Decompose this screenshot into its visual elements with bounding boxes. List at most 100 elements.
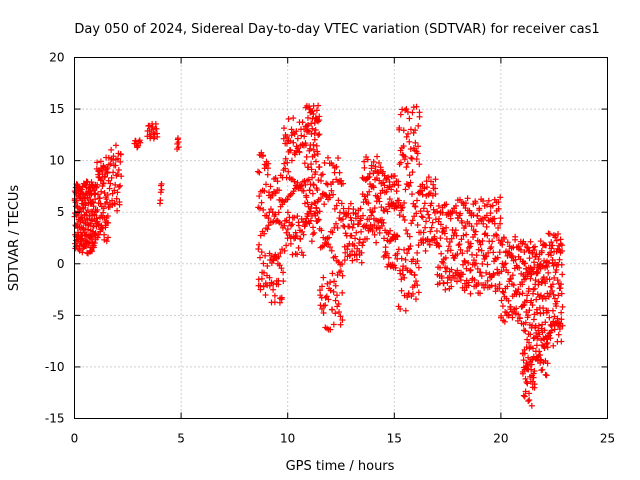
data-point: [379, 216, 386, 223]
data-point: [321, 201, 328, 208]
data-point: [391, 181, 398, 188]
data-point: [424, 208, 431, 215]
data-point: [154, 133, 161, 140]
data-point: [429, 219, 436, 226]
data-point: [261, 188, 268, 195]
data-point: [520, 392, 527, 399]
data-point: [488, 244, 495, 251]
data-point: [558, 261, 565, 268]
data-point: [266, 274, 273, 281]
data-point: [104, 191, 111, 198]
data-point: [340, 205, 347, 212]
data-point: [479, 237, 486, 244]
data-point: [527, 275, 534, 282]
data-point: [334, 224, 341, 231]
data-point: [405, 290, 412, 297]
data-point: [369, 227, 376, 234]
data-point: [516, 264, 523, 271]
data-point: [452, 227, 459, 234]
data-point: [327, 244, 334, 251]
data-point: [534, 270, 541, 277]
y-tick-label: -5: [53, 308, 65, 322]
data-point: [294, 251, 301, 258]
data-point: [474, 265, 481, 272]
data-point: [280, 269, 287, 276]
data-point: [462, 258, 469, 265]
data-point: [458, 236, 465, 243]
data-point: [415, 122, 422, 129]
data-point: [282, 165, 289, 172]
data-point: [265, 222, 272, 229]
data-point: [333, 163, 340, 170]
data-point: [330, 321, 337, 328]
data-point: [257, 254, 264, 261]
data-point: [437, 264, 444, 271]
data-point: [308, 166, 315, 173]
data-point: [350, 206, 357, 213]
data-point: [501, 318, 508, 325]
data-point: [278, 265, 285, 272]
data-point: [256, 193, 263, 200]
data-point: [451, 274, 458, 281]
data-point: [335, 300, 342, 307]
data-point: [484, 232, 491, 239]
data-point: [278, 220, 285, 227]
y-tick-label: -10: [45, 360, 65, 374]
data-point: [307, 217, 314, 224]
data-point: [516, 291, 523, 298]
data-point: [352, 235, 359, 242]
data-point: [318, 227, 325, 234]
data-point: [497, 215, 504, 222]
data-point: [332, 297, 339, 304]
data-point: [421, 200, 428, 207]
data-point: [309, 190, 316, 197]
data-point: [281, 247, 288, 254]
data-point: [528, 366, 535, 373]
data-point: [310, 224, 317, 231]
data-point: [534, 309, 541, 316]
data-point: [312, 127, 319, 134]
data-point: [301, 133, 308, 140]
data-point: [332, 310, 339, 317]
data-point: [523, 265, 530, 272]
data-point: [535, 278, 542, 285]
data-point: [285, 115, 292, 122]
data-point: [428, 200, 435, 207]
data-point: [483, 253, 490, 260]
data-point: [336, 209, 343, 216]
data-point: [531, 381, 538, 388]
data-point: [292, 151, 299, 158]
data-point: [379, 168, 386, 175]
data-point: [461, 257, 468, 264]
data-point: [329, 229, 336, 236]
data-point: [324, 154, 331, 161]
data-point: [531, 368, 538, 375]
data-point: [459, 219, 466, 226]
data-point: [312, 168, 319, 175]
data-point: [496, 249, 503, 256]
data-point: [95, 173, 102, 180]
data-point: [311, 130, 318, 137]
data-point: [391, 172, 398, 179]
data-point: [546, 276, 553, 283]
data-point: [326, 234, 333, 241]
data-point: [395, 246, 402, 253]
data-point: [349, 257, 356, 264]
x-tick-label: 5: [177, 432, 185, 446]
data-point: [507, 303, 514, 310]
data-point: [454, 251, 461, 258]
data-point: [431, 233, 438, 240]
data-point: [424, 238, 431, 245]
data-point: [436, 243, 443, 250]
data-point: [344, 246, 351, 253]
data-point: [345, 210, 352, 217]
data-point: [543, 336, 550, 343]
data-point: [284, 133, 291, 140]
data-point: [276, 187, 283, 194]
data-point: [316, 113, 323, 120]
data-point: [295, 145, 302, 152]
data-point: [321, 159, 328, 166]
data-point: [554, 315, 561, 322]
data-point: [455, 242, 462, 249]
data-point: [285, 168, 292, 175]
